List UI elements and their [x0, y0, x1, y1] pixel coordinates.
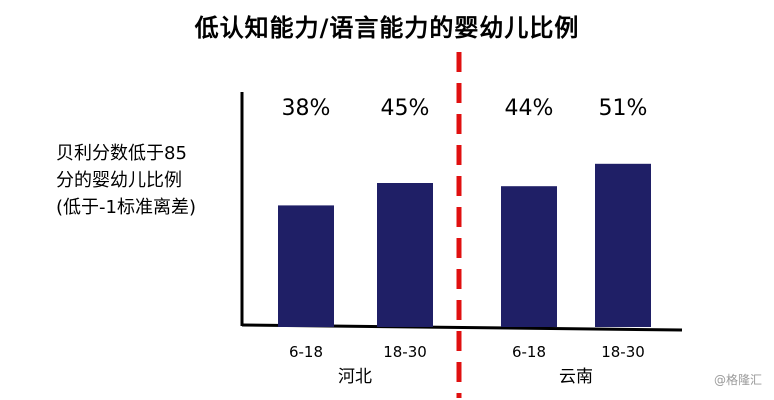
bar-1 [278, 205, 334, 327]
x-tick-label-2: 18-30 [383, 343, 427, 361]
watermark: @格隆汇 [713, 373, 762, 387]
data-label-2: 45% [381, 96, 430, 121]
bar-4 [595, 163, 651, 327]
bar-3 [501, 186, 557, 327]
data-label-4: 51% [599, 96, 648, 121]
data-label-3: 44% [505, 96, 554, 121]
x-tick-label-4: 18-30 [601, 343, 645, 361]
y-axis-label: 贝利分数低于85 分的婴幼儿比例 (低于-1标准离差) [56, 143, 196, 218]
x-tick-label-3: 6-18 [512, 343, 546, 361]
group-label-2: 云南 [559, 367, 593, 387]
chart-title: 低认知能力/语言能力的婴幼儿比例 [194, 14, 580, 42]
x-tick-label-1: 6-18 [289, 343, 323, 361]
group-label-1: 河北 [338, 367, 372, 387]
bar-2 [377, 183, 433, 327]
data-label-1: 38% [282, 96, 331, 121]
